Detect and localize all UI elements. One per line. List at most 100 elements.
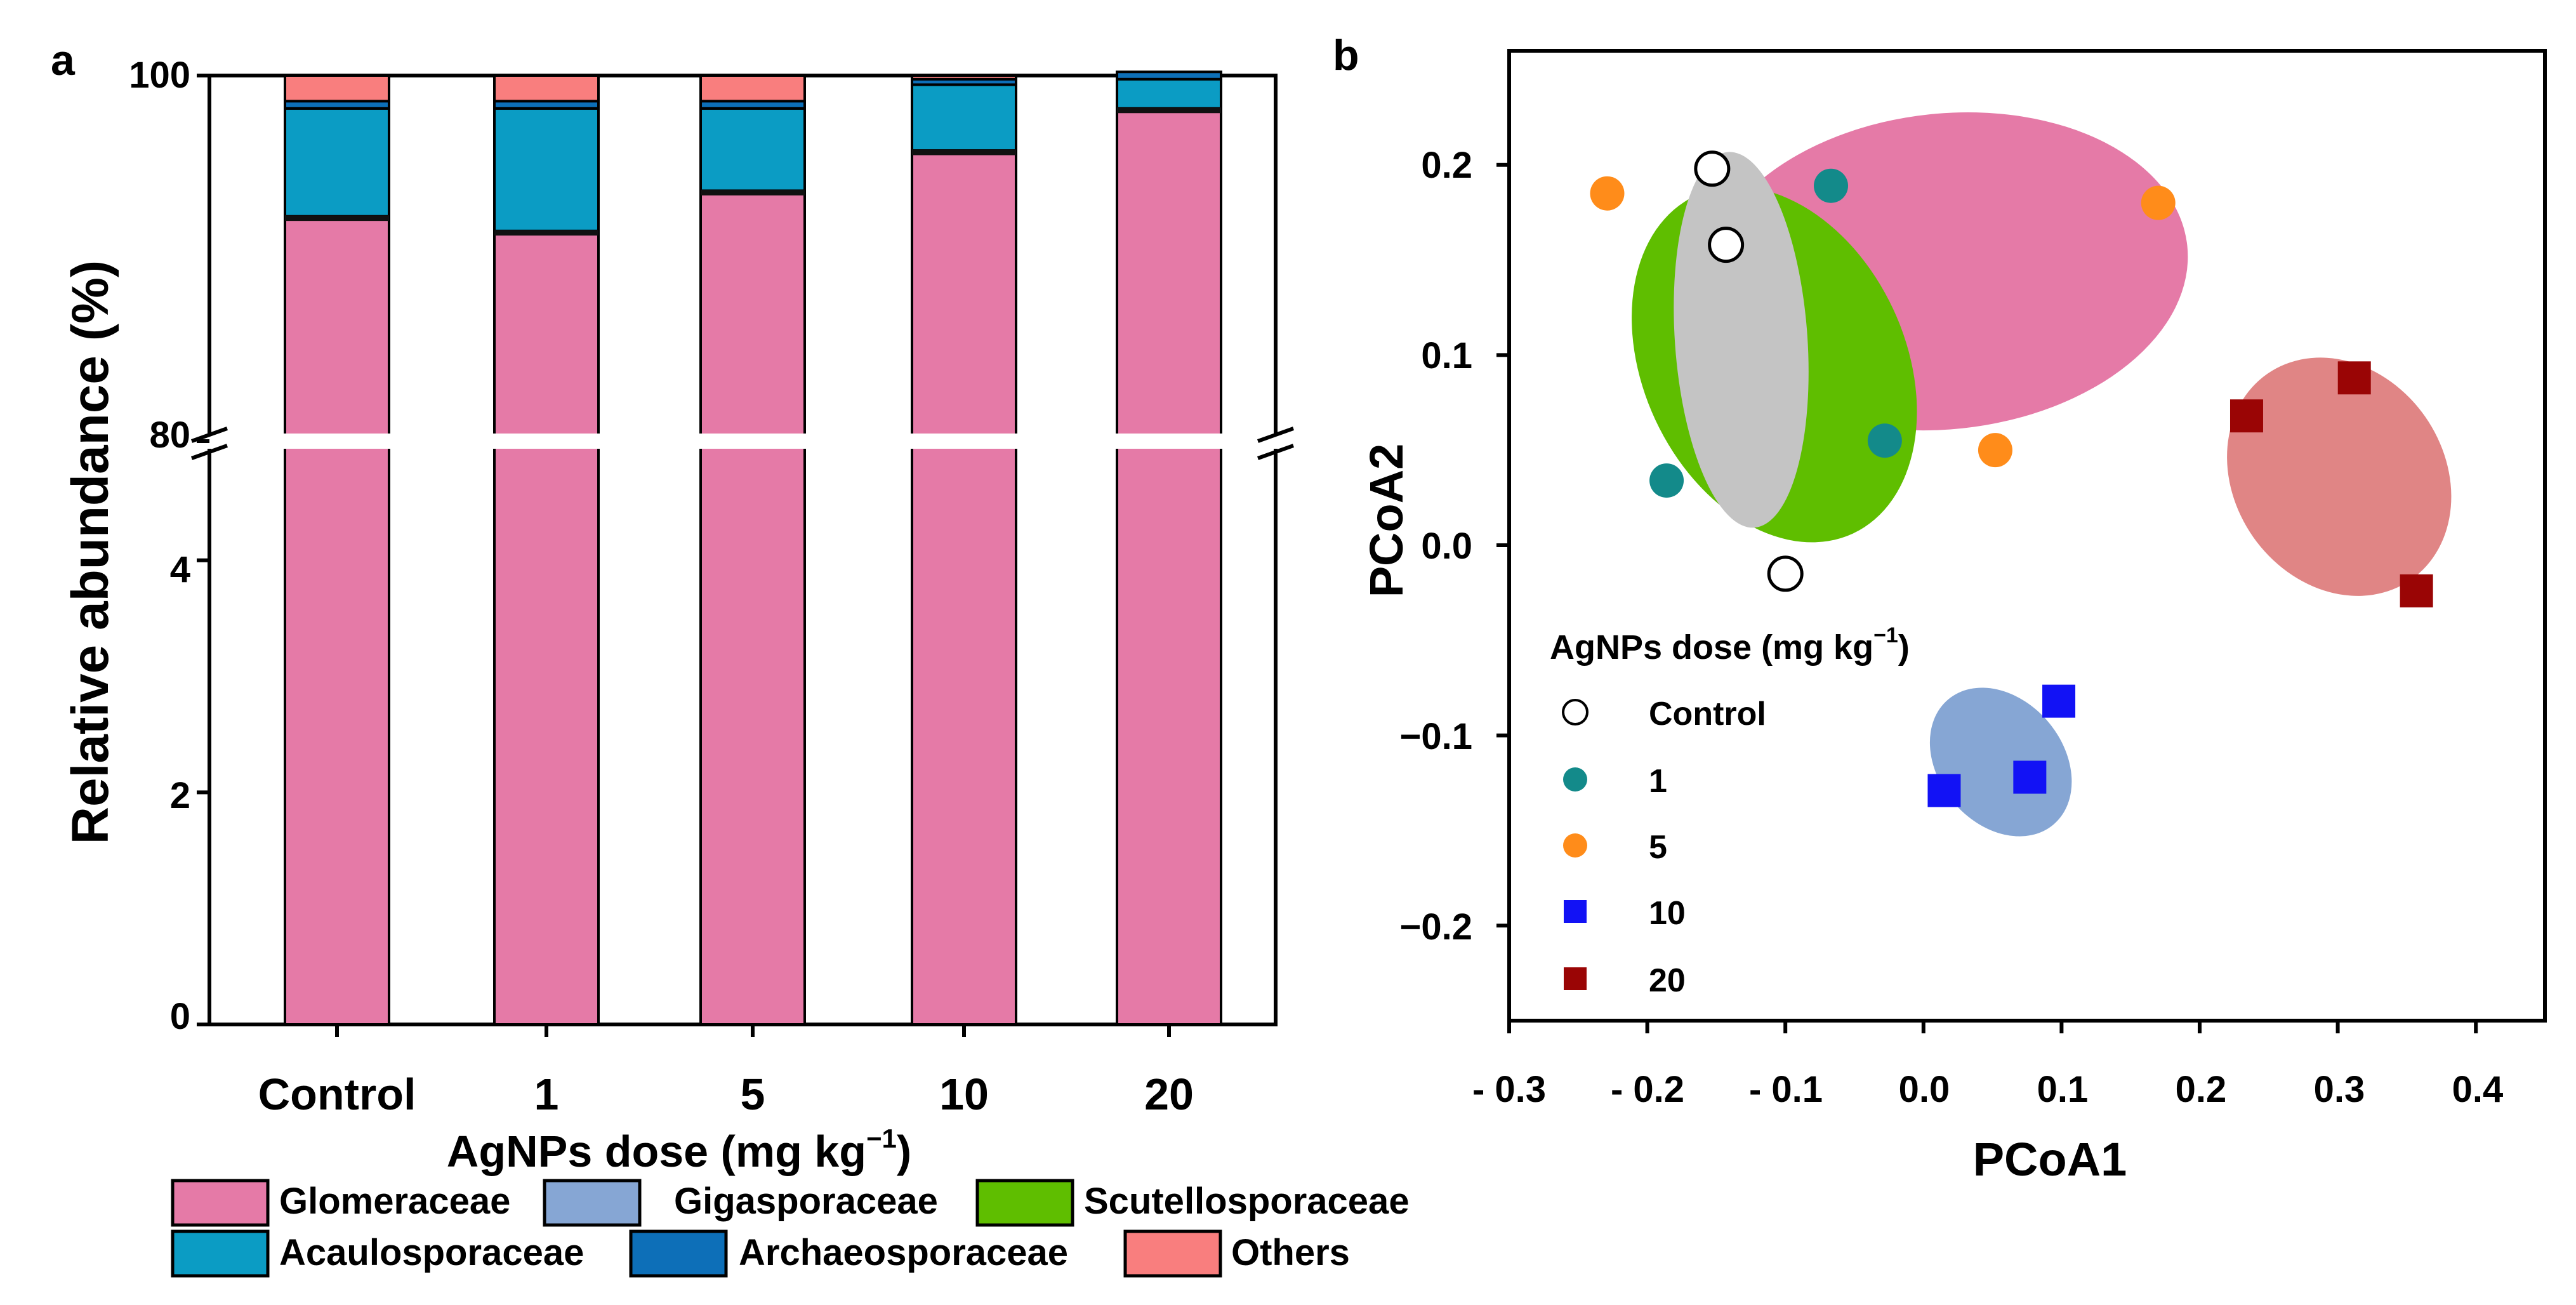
panel-b-plot	[1496, 49, 2547, 1033]
legend-swatch-gigasporaceae	[543, 1179, 642, 1227]
legend-label-10: 10	[1649, 895, 1686, 932]
bar-others-5	[699, 74, 806, 103]
legend-marker-5	[1563, 833, 1587, 858]
axis-break-mark-right-bottom	[1257, 444, 1295, 460]
x-tick-control: Control	[258, 1070, 416, 1119]
legend-item-archaeosporaceae: Archaeosporaceae	[629, 1229, 1068, 1278]
x-tick-1: 1	[534, 1070, 559, 1119]
y-tick-lower-4: 4	[170, 549, 190, 590]
bar-archaeosporaceae-20	[1116, 70, 1222, 81]
point-20-0	[2229, 399, 2263, 433]
bar-glomeraceae-20	[1116, 109, 1222, 1026]
legend-item-glomeraceae: Glomeraceae	[171, 1179, 510, 1227]
point-control-1	[1708, 227, 1745, 263]
legend-swatch-scutellosporaceae	[975, 1179, 1074, 1227]
b-x-tick-0.1: 0.1	[2037, 1069, 2089, 1110]
point-10-2	[2013, 760, 2047, 794]
panel-a-legend: Glomeraceae Gigasporaceae Scutellosporac…	[171, 1179, 1410, 1278]
legend-item-others: Others	[1123, 1229, 1350, 1278]
ellipse-group-20	[2227, 357, 2452, 596]
legend-swatch-glomeraceae	[171, 1179, 270, 1227]
panel-a: a 0 2 4 80 100 Control 1 5 10 20 AgNPs d…	[51, 36, 1295, 1176]
b-x-tick-0.3: 0.3	[2314, 1069, 2365, 1110]
panel-a-y-tick-labels: 0 2 4 80 100	[129, 55, 190, 1037]
legend-label-control: Control	[1649, 696, 1766, 732]
panel-a-x-axis-title: AgNPs dose (mg kg−1)	[447, 1123, 911, 1176]
b-y-tick-neg-0.2: −0.2	[1400, 906, 1473, 948]
point-control-0	[1694, 150, 1731, 187]
b-x-tick-0.0: 0.0	[1899, 1069, 1950, 1110]
legend-label-5: 5	[1649, 829, 1667, 866]
legend-marker-control	[1562, 699, 1589, 725]
x-tick-10: 10	[939, 1070, 989, 1119]
y-tick-lower-2: 2	[170, 775, 190, 816]
panel-a-y-axis-title: Relative abundance (%)	[62, 260, 119, 844]
axis-break-mark-left-top	[190, 427, 228, 443]
b-y-tick-neg-0.1: −0.1	[1400, 716, 1473, 757]
bar-glomeraceae-10	[911, 150, 1017, 1026]
point-20-1	[2337, 361, 2371, 395]
legend-marker-1	[1563, 767, 1587, 792]
panel-a-x-tick-labels: Control 1 5 10 20	[258, 1070, 1194, 1119]
panel-b-y-axis-title: PCoA2	[1360, 444, 1413, 598]
axis-break-mark-left-bottom	[190, 444, 228, 460]
point-10-1	[2042, 684, 2076, 718]
x-tick-20: 20	[1144, 1070, 1194, 1119]
y-tick-upper-80: 80	[149, 414, 190, 456]
b-x-tick-0.4: 0.4	[2452, 1069, 2504, 1110]
panel-b-legend-title: AgNPs dose (mg kg−1)	[1550, 623, 1910, 666]
legend-swatch-archaeosporaceae	[629, 1229, 728, 1278]
axis-break-gap	[202, 434, 1283, 449]
legend-swatch-acaulosporaceae	[171, 1229, 270, 1278]
b-x-tick-neg-0.2: - 0.2	[1611, 1069, 1684, 1110]
ellipse-group-10	[1929, 687, 2072, 837]
panel-a-label: a	[51, 36, 76, 84]
bar-others-control	[284, 74, 390, 103]
bar-acaulosporaceae-20	[1116, 77, 1222, 110]
bar-acaulosporaceae-10	[911, 83, 1017, 152]
bar-others-10	[911, 74, 1017, 81]
point-20-2	[2400, 574, 2433, 607]
b-y-tick-0.2: 0.2	[1421, 145, 1472, 186]
bar-glomeraceae-5	[699, 191, 806, 1026]
b-y-tick-0.1: 0.1	[1421, 335, 1472, 376]
panel-b-x-tick-labels: - 0.3 - 0.2 - 0.1 0.0 0.1 0.2 0.3 0.4	[1472, 1069, 2503, 1110]
legend-label-scutellosporaceae: Scutellosporaceae	[1084, 1181, 1410, 1222]
y-tick-lower-0: 0	[170, 996, 190, 1037]
axis-break-mark-right-top	[1257, 427, 1295, 443]
bar-glomeraceae-1	[493, 231, 600, 1026]
bar-others-1	[493, 74, 600, 103]
point-5-2	[1978, 433, 2012, 468]
point-10-0	[1927, 774, 1961, 807]
legend-item-acaulosporaceae: Acaulosporaceae	[171, 1229, 584, 1278]
point-control-2	[1767, 555, 1804, 592]
panel-b-legend: AgNPs dose (mg kg−1) Control 1 5 10 20	[1550, 623, 1910, 999]
panel-a-plot	[190, 70, 1295, 1037]
panel-b: b 0.2 0.1 0.0 −0.1 −0.2 - 0.3 - 0.2 - 0.…	[1333, 31, 2547, 1186]
legend-label-20: 20	[1649, 962, 1686, 999]
bar-acaulosporaceae-1	[493, 107, 600, 232]
b-x-tick-0.2: 0.2	[2176, 1069, 2227, 1110]
b-x-tick-neg-0.3: - 0.3	[1472, 1069, 1546, 1110]
legend-label-acaulosporaceae: Acaulosporaceae	[279, 1232, 584, 1273]
point-1-1	[1649, 463, 1684, 498]
point-5-0	[1590, 176, 1625, 211]
bar-glomeraceae-control	[284, 216, 390, 1026]
point-5-1	[2141, 185, 2176, 220]
legend-marker-10	[1564, 900, 1587, 923]
bar-acaulosporaceae-control	[284, 107, 390, 218]
legend-marker-20	[1564, 967, 1587, 990]
legend-item-scutellosporaceae: Scutellosporaceae	[975, 1179, 1410, 1227]
point-1-2	[1867, 423, 1902, 458]
panel-b-x-axis-title: PCoA1	[1973, 1133, 2127, 1186]
ellipse-group-control	[1674, 152, 1809, 528]
legend-swatch-others	[1123, 1229, 1222, 1278]
legend-label-gigasporaceae: Gigasporaceae	[674, 1181, 938, 1222]
legend-label-others: Others	[1231, 1232, 1350, 1273]
y-tick-upper-100: 100	[129, 55, 190, 96]
legend-label-archaeosporaceae: Archaeosporaceae	[739, 1232, 1068, 1273]
bar-acaulosporaceae-5	[699, 107, 806, 192]
legend-item-gigasporaceae: Gigasporaceae	[543, 1179, 938, 1227]
b-x-tick-neg-0.1: - 0.1	[1749, 1069, 1823, 1110]
